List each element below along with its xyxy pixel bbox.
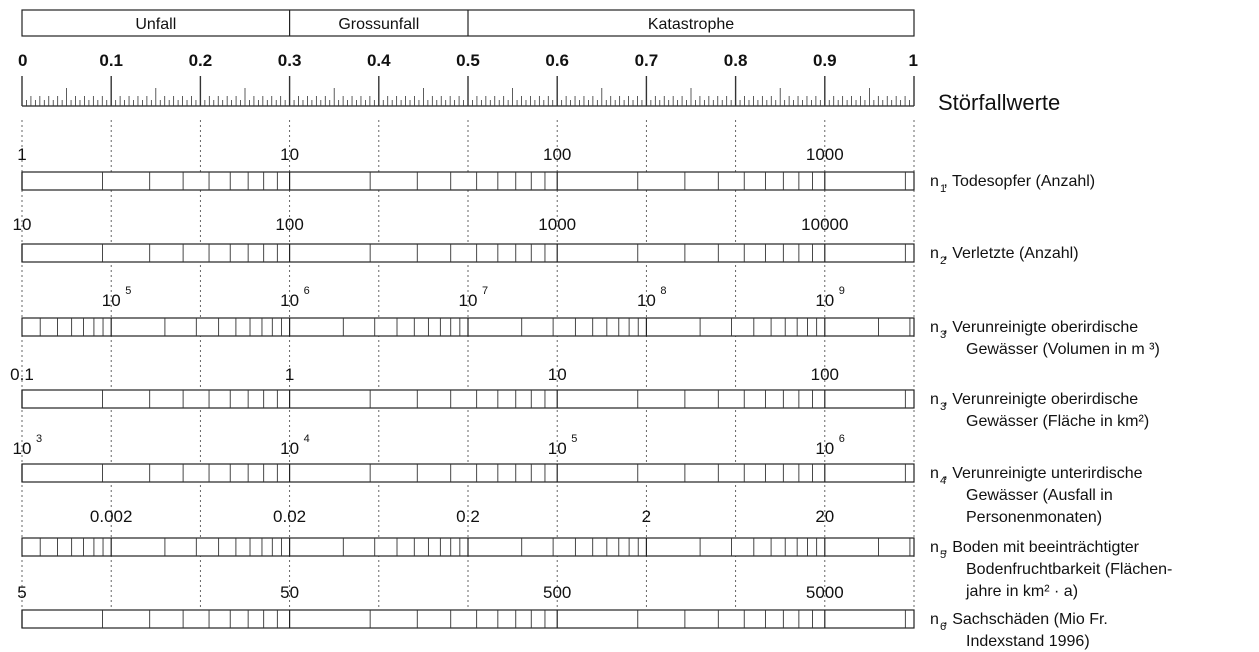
decade-label: 100: [543, 145, 571, 164]
decade-exponent: 7: [482, 285, 488, 297]
decade-exponent: 3: [36, 433, 42, 445]
scale-tick-label: 0.6: [545, 51, 569, 70]
scale-tick-label: 0.8: [724, 51, 748, 70]
scale-caption-line: n , Boden mit beeinträchtigter: [930, 539, 1140, 556]
scale-tick-label: 0.9: [813, 51, 837, 70]
decade-label: 100: [275, 215, 303, 234]
caption-subscript: 3: [940, 401, 946, 413]
scale-row-n3v: 10 5 10 6 10 7 10 8 10 9 n , Verunreinigte oberird…: [21, 285, 1160, 358]
caption-subscript: 6: [940, 621, 946, 633]
scale-bar: [21, 171, 915, 191]
decade-label: 10: [102, 291, 121, 310]
decade-exponent: 6: [839, 433, 845, 445]
scale-tick-label: 0.4: [367, 51, 391, 70]
scale-bar: [21, 243, 915, 263]
decade-label: 10: [280, 291, 299, 310]
decade-label: 1000: [538, 215, 576, 234]
scale-row-n4: 10 3 10 4 10 5 10 6 n , Verunreinigte unterirdis…: [13, 433, 1143, 526]
caption-subscript: 5: [940, 549, 946, 561]
caption-subscript: 1: [940, 183, 946, 195]
caption-subscript: 4: [940, 475, 946, 487]
decade-exponent: 6: [304, 285, 310, 297]
scale-caption-line: n , Verletzte (Anzahl): [930, 245, 1079, 262]
decade-label: 10: [815, 439, 834, 458]
diagram-title: Störfallwerte: [938, 90, 1060, 115]
decade-exponent: 4: [304, 433, 310, 445]
decade-label: 0.1: [10, 365, 34, 384]
decade-label: 10: [13, 439, 32, 458]
decade-label: 20: [815, 507, 834, 526]
decade-label: 50: [280, 583, 299, 602]
decade-label: 10: [815, 291, 834, 310]
scale-tick-label: 1: [909, 51, 918, 70]
decade-label: 1: [17, 145, 26, 164]
category-label: Unfall: [135, 16, 176, 33]
scale-caption-line: n , Sachschäden (Mio Fr.: [930, 611, 1108, 628]
decade-label: 10000: [801, 215, 848, 234]
scale-caption-line: Indexstand 1996): [966, 633, 1090, 650]
decade-exponent: 5: [571, 433, 577, 445]
scale-tick-label: 0: [18, 51, 27, 70]
scale-caption-line: n , Todesopfer (Anzahl): [930, 173, 1095, 190]
scale-bar: [21, 609, 915, 629]
scale-tick-label: 0.2: [189, 51, 213, 70]
scale-caption-line: n , Verunreinigte oberirdische: [930, 391, 1138, 408]
decade-label: 10: [548, 365, 567, 384]
decade-label: 100: [811, 365, 839, 384]
decade-label: 10: [280, 145, 299, 164]
decade-exponent: 8: [660, 285, 666, 297]
scale-caption-line: Personenmonaten): [966, 509, 1102, 526]
scale-row-n3f: 0.1 1 10 100 n , Verunreinigte oberirdische G…: [10, 365, 1149, 430]
scale-caption-line: n , Verunreinigte unterirdische: [930, 465, 1143, 482]
caption-subscript: 2: [940, 255, 946, 267]
decade-exponent: 5: [125, 285, 131, 297]
decade-label: 5000: [806, 583, 844, 602]
scale-caption-line: jahre in km² · a): [965, 583, 1078, 600]
decade-label: 0.2: [456, 507, 480, 526]
scale-tick-label: 0.1: [99, 51, 123, 70]
decade-label: 5: [17, 583, 26, 602]
decade-label: 2: [642, 507, 651, 526]
category-label: Katastrophe: [648, 16, 734, 33]
decade-label: 1000: [806, 145, 844, 164]
decade-label: 0.002: [90, 507, 133, 526]
decade-label: 0.02: [273, 507, 306, 526]
scale-caption-line: n , Verunreinigte oberirdische: [930, 319, 1138, 336]
decade-label: 10: [13, 215, 32, 234]
scale-row-n6: 5 50 500 5000 n , Sachschäden (Mio Fr. Indexs…: [17, 583, 1108, 650]
decade-label: 10: [637, 291, 656, 310]
scale-bar: [21, 463, 915, 483]
decade-label: 1: [285, 365, 294, 384]
scale-caption-line: Gewässer (Ausfall in: [966, 487, 1113, 504]
scale-bar: [21, 389, 915, 409]
decade-label: 500: [543, 583, 571, 602]
caption-subscript: 3: [940, 329, 946, 341]
decade-label: 10: [459, 291, 478, 310]
scale-tick-label: 0.5: [456, 51, 480, 70]
scale-row-n2: 10 100 1000 10000 n , Verletzte (Anzahl)2: [13, 215, 1079, 267]
decade-exponent: 9: [839, 285, 845, 297]
scale-tick-label: 0.7: [635, 51, 659, 70]
scale-caption-line: Gewässer (Volumen in m ³): [966, 341, 1160, 358]
category-label: Grossunfall: [338, 16, 419, 33]
decade-label: 10: [280, 439, 299, 458]
scale-tick-label: 0.3: [278, 51, 302, 70]
scale-row-n5: 0.002 0.02 0.2 2 20 n , Boden mit beeinträcht…: [21, 507, 1172, 600]
scale-caption-line: Bodenfruchtbarkeit (Flächen-: [966, 561, 1172, 578]
decade-label: 10: [548, 439, 567, 458]
scale-caption-line: Gewässer (Fläche in km²): [966, 413, 1149, 430]
